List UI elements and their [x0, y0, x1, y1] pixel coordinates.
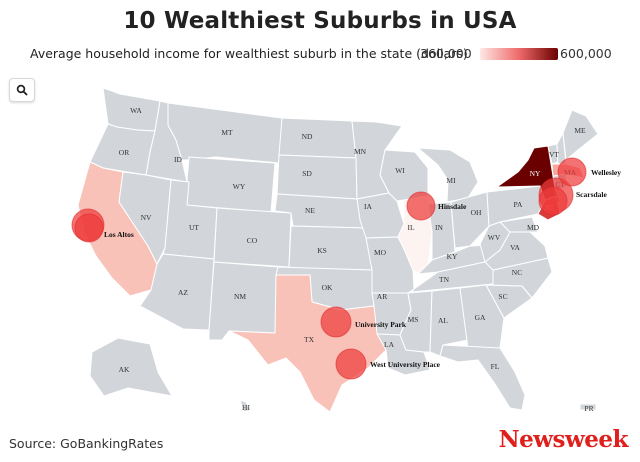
state-label-wa: WA [130, 106, 142, 115]
label-scarsdale: Scarsdale [576, 190, 608, 199]
legend-color-scale [480, 48, 558, 60]
state-label-ok: OK [322, 283, 333, 292]
state-fl[interactable] [439, 344, 526, 411]
state-label-wv: WV [488, 233, 501, 242]
state-label-wy: WY [233, 182, 246, 191]
state-label-hi: HI [242, 403, 250, 412]
marker-west-university-place[interactable] [335, 348, 367, 380]
state-label-ky: KY [447, 252, 458, 261]
state-label-nc: NC [512, 268, 522, 277]
state-label-ms: MS [408, 315, 419, 324]
state-hi[interactable] [239, 399, 251, 413]
state-label-ga: GA [475, 313, 486, 322]
state-label-vt: VT [549, 150, 559, 159]
state-label-mn: MN [354, 147, 367, 156]
state-label-ut: UT [189, 223, 199, 232]
state-label-wi: WI [395, 166, 405, 175]
state-wy[interactable] [184, 156, 276, 213]
state-label-nv: NV [141, 213, 152, 222]
state-label-tx: TX [304, 335, 315, 344]
marker-scarsdale-inner[interactable] [538, 186, 568, 216]
label-hinsdale: Hinsdale [438, 202, 467, 211]
newsweek-logo[interactable]: Newsweek [498, 426, 629, 453]
state-label-in: IN [435, 223, 443, 232]
legend: Average household income for wealthiest … [0, 44, 640, 64]
state-label-ny: NY [530, 169, 541, 178]
state-label-ne: NE [305, 206, 315, 215]
suburb-labels: Los Altos Hinsdale University Park West … [104, 168, 621, 369]
state-nv[interactable] [118, 171, 172, 265]
marker-hinsdale[interactable] [406, 191, 436, 221]
state-sd[interactable] [276, 154, 358, 200]
search-button[interactable] [9, 78, 35, 102]
state-label-il: IL [407, 223, 414, 232]
state-label-mi: MI [446, 176, 456, 185]
state-ak[interactable] [89, 337, 173, 397]
us-map: WA OR ID NV MT WY UT AZ CO NM ND SD NE K… [71, 87, 621, 413]
state-label-sc: SC [498, 292, 507, 301]
state-label-mt: MT [221, 128, 233, 137]
state-label-pa: PA [514, 200, 523, 209]
state-label-tn: TN [439, 275, 450, 284]
source-note: Source: GoBankingRates [9, 436, 164, 451]
legend-min-value: 360,000 [420, 46, 472, 61]
marker-wellesley[interactable] [557, 157, 587, 187]
state-label-nm: NM [234, 292, 246, 301]
state-label-id: ID [174, 155, 182, 164]
state-label-nd: ND [302, 132, 313, 141]
map-title: 10 Wealthiest Suburbs in USA [123, 8, 517, 34]
state-label-oh: OH [471, 208, 482, 217]
state-nm[interactable] [208, 261, 279, 341]
state-label-az: AZ [178, 288, 188, 297]
label-university-park: University Park [355, 320, 407, 329]
state-label-ar: AR [377, 292, 387, 301]
state-label-co: CO [247, 236, 258, 245]
state-label-md: MD [527, 223, 540, 232]
state-md[interactable] [499, 216, 539, 233]
label-west-university-place: West University Place [370, 360, 441, 369]
state-label-fl: FL [491, 362, 500, 371]
suburb-markers [71, 157, 587, 380]
label-los-altos: Los Altos [104, 230, 134, 239]
state-me[interactable] [562, 109, 599, 161]
state-ga[interactable] [459, 284, 505, 350]
state-label-ia: IA [364, 202, 372, 211]
state-label-ak: AK [119, 365, 130, 374]
state-label-pr: PR [584, 404, 593, 413]
state-label-ks: KS [317, 246, 327, 255]
marker-los-altos-inner[interactable] [74, 213, 104, 243]
state-ks[interactable] [288, 225, 373, 271]
search-icon [16, 84, 28, 96]
state-nd[interactable] [278, 117, 357, 159]
state-label-sd: SD [302, 169, 312, 178]
state-label-mo: MO [374, 248, 387, 257]
legend-label: Average household income for wealthiest … [30, 46, 468, 61]
legend-max-value: 600,000 [560, 46, 612, 61]
label-wellesley: Wellesley [591, 168, 621, 177]
state-label-la: LA [384, 340, 395, 349]
state-label-or: OR [119, 148, 129, 157]
state-label-al: AL [438, 316, 448, 325]
state-pr[interactable] [579, 403, 597, 411]
state-label-va: VA [510, 243, 520, 252]
marker-university-park[interactable] [320, 306, 352, 338]
state-label-me: ME [574, 126, 586, 135]
